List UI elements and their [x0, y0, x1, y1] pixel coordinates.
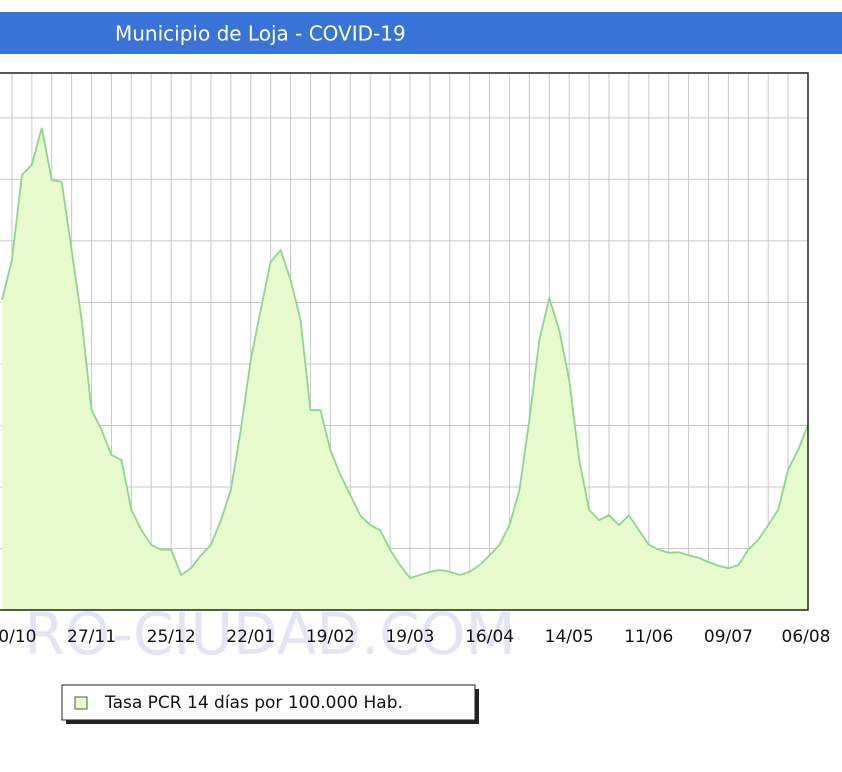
x-tick-label: 19/03 [385, 627, 434, 647]
x-tick-label: 25/12 [147, 627, 196, 647]
x-tick-label: 30/10 [0, 627, 36, 647]
x-tick-label: 09/07 [704, 627, 753, 647]
x-tick-label: 11/06 [624, 627, 673, 647]
plot [0, 73, 809, 611]
legend [61, 684, 476, 721]
chart-title: Municipio de Loja - COVID-19 [115, 22, 406, 46]
legend-swatch [74, 696, 88, 710]
x-tick-label: 19/02 [306, 627, 355, 647]
legend-label: Tasa PCR 14 días por 100.000 Hab. [104, 693, 403, 713]
line [1, 127, 809, 580]
x-tick-label: 22/01 [226, 627, 275, 647]
x-tick-label: 14/05 [545, 627, 594, 647]
watermark: RO-CIUDAD.COM [24, 600, 515, 668]
x-tick-label: 16/04 [465, 627, 514, 647]
x-tick-label: 06/08 [782, 627, 831, 647]
title-bar [0, 12, 842, 54]
area-fill [2, 127, 808, 611]
x-tick-label: 27/11 [67, 627, 116, 647]
plot-border [0, 72, 809, 611]
